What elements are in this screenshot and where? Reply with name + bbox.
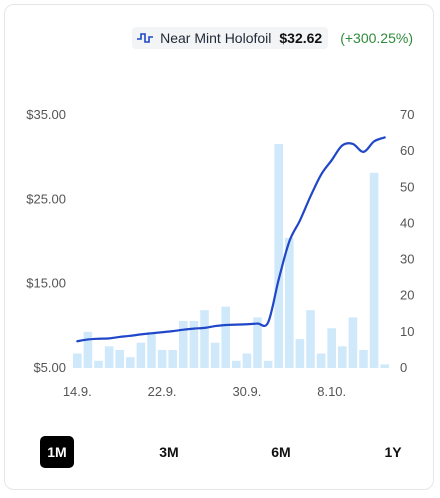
volume-bar	[274, 143, 283, 368]
volume-bar	[380, 364, 389, 368]
legend-variant-label: Near Mint Holofoil	[160, 30, 272, 46]
price-line-icon	[136, 31, 154, 45]
volume-bar	[306, 310, 315, 368]
x-axis-tick: 8.10.	[317, 384, 346, 399]
volume-bar	[242, 353, 252, 368]
x-axis-tick: 22.9.	[148, 384, 177, 399]
volume-bar	[94, 360, 103, 368]
volume-bar	[73, 353, 82, 368]
range-button-1m[interactable]: 1M	[40, 436, 74, 468]
volume-bar	[295, 339, 305, 368]
price-line	[76, 136, 386, 343]
right-axis-tick: 20	[400, 288, 414, 303]
volume-bar	[348, 317, 358, 368]
volume-bar	[115, 349, 124, 368]
right-axis-tick: 0	[400, 360, 407, 375]
volume-bar	[126, 357, 135, 368]
right-axis-tick: 40	[400, 215, 414, 230]
volume-bar	[210, 342, 220, 368]
volume-bar	[221, 306, 230, 368]
range-selector: 1M 3M 6M 1Y	[40, 436, 410, 468]
right-axis-tick: 30	[400, 252, 414, 267]
volume-bar	[338, 346, 347, 368]
volume-bar	[200, 310, 209, 368]
volume-bar	[369, 172, 379, 368]
volume-bar	[104, 346, 114, 368]
x-axis-tick: 30.9.	[232, 384, 261, 399]
volume-bar	[157, 349, 167, 368]
left-axis-tick: $5.00	[33, 360, 66, 375]
volume-bar	[232, 360, 241, 368]
volume-bar	[189, 321, 199, 368]
right-axis-tick: 60	[400, 143, 414, 158]
volume-bar	[263, 360, 273, 368]
volume-bar	[316, 353, 326, 368]
volume-bar	[253, 317, 262, 368]
volume-bar	[359, 349, 368, 368]
range-button-3m[interactable]: 3M	[152, 436, 186, 468]
volume-bar	[285, 237, 294, 368]
right-axis-tick: 50	[400, 179, 414, 194]
right-axis-tick: 70	[400, 107, 414, 122]
legend-chip[interactable]: Near Mint Holofoil $32.62	[132, 27, 329, 49]
right-axis-tick: 10	[400, 324, 414, 339]
legend-change: (+300.25%)	[340, 30, 413, 46]
range-button-1y[interactable]: 1Y	[376, 436, 410, 468]
legend-price: $32.62	[279, 30, 323, 46]
volume-bar	[179, 321, 188, 368]
range-button-6m[interactable]: 6M	[264, 436, 298, 468]
left-axis-tick: $25.00	[26, 191, 66, 206]
chart-legend: Near Mint Holofoil $32.62 (+300.25%)	[132, 27, 413, 49]
price-history-card: Near Mint Holofoil $32.62 (+300.25%)	[4, 4, 434, 490]
volume-bar	[83, 331, 93, 368]
volume-bar	[147, 331, 156, 368]
left-axis-tick: $35.00	[26, 107, 66, 122]
x-axis-tick: 14.9.	[63, 384, 92, 399]
volume-bar	[136, 342, 146, 368]
volume-bar	[327, 328, 336, 368]
left-axis-tick: $15.00	[26, 276, 66, 291]
volume-bar	[168, 349, 177, 368]
